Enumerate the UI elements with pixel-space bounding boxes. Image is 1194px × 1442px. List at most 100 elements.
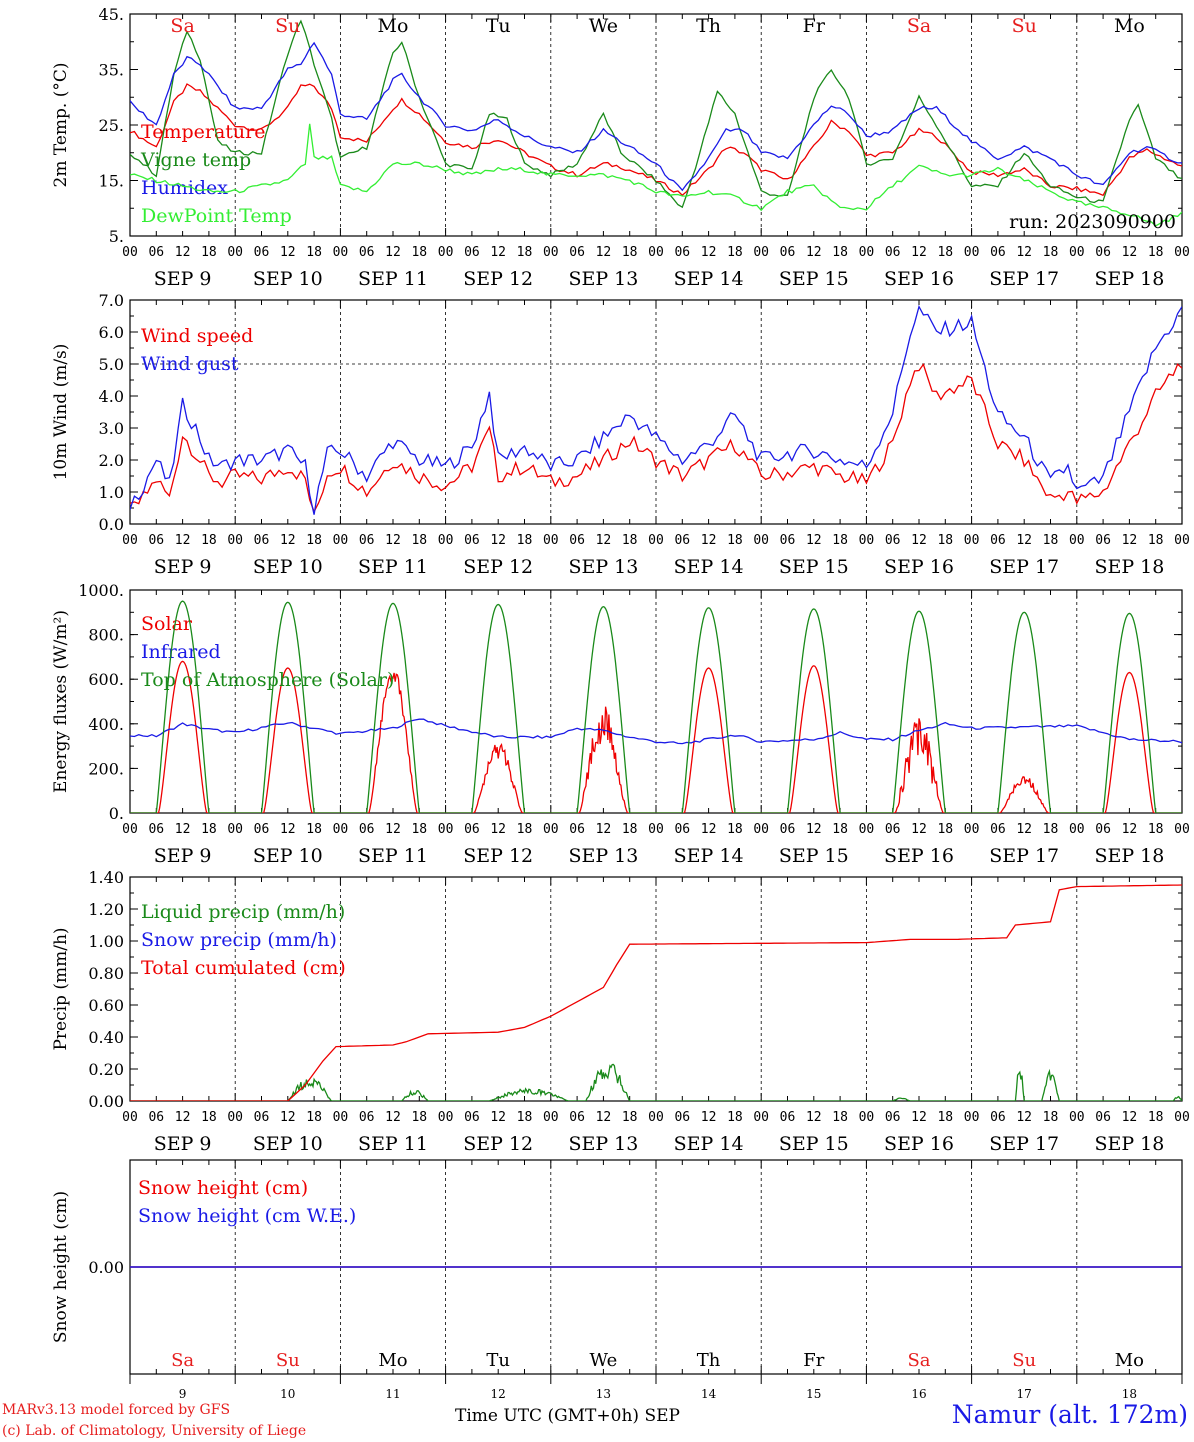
y-tick-label: 3.0 xyxy=(99,419,124,438)
x-tick-label: 18 xyxy=(411,1110,427,1125)
date-label: SEP 11 xyxy=(358,845,428,867)
x-tick-label: 12 xyxy=(911,822,927,837)
x-tick-label: 00 xyxy=(964,1110,980,1125)
weekday-label: Fr xyxy=(803,15,826,37)
chart-panel-5: 0.00 Snow height (cm) Snow height (cm) Snow… xyxy=(51,1159,1183,1375)
date-label: SEP 13 xyxy=(568,556,638,578)
x-tick-label: 00 xyxy=(333,1110,349,1125)
y-tick-label: 0.00 xyxy=(88,1258,124,1277)
legend-label: Solar xyxy=(141,613,193,635)
x-tick-label: 06 xyxy=(254,245,270,260)
date-label: SEP 12 xyxy=(463,268,533,290)
bottom-weekday-label: We xyxy=(590,1350,618,1371)
y-tick-label: 1.20 xyxy=(88,900,124,919)
date-label: SEP 12 xyxy=(463,556,533,578)
bottom-weekday-label: Mo xyxy=(378,1350,407,1371)
date-label: SEP 12 xyxy=(463,845,533,867)
x-tick-label: 06 xyxy=(674,533,690,548)
x-tick-label: 12 xyxy=(175,1110,191,1125)
x-tick-label: 18 xyxy=(622,1110,638,1125)
x-tick-label: 18 xyxy=(727,1110,743,1125)
bottom-weekday-label: Su xyxy=(1012,1350,1036,1371)
legend-label: Snow precip (mm/h) xyxy=(141,929,337,951)
x-tick-label: 18 xyxy=(1043,533,1059,548)
date-label: SEP 13 xyxy=(568,845,638,867)
x-tick-label: 18 xyxy=(727,822,743,837)
legend-label: Vigne temp xyxy=(140,149,251,171)
y-tick-label: 0.00 xyxy=(88,1092,124,1111)
x-tick-label: 12 xyxy=(806,245,822,260)
x-tick-label: 00 xyxy=(227,1110,243,1125)
date-label: SEP 18 xyxy=(1094,268,1164,290)
bottom-day-number: 9 xyxy=(179,1387,187,1401)
y-tick-label: 400. xyxy=(88,715,124,734)
x-tick-label: 12 xyxy=(701,533,717,548)
weekday-label: Su xyxy=(1012,15,1037,37)
x-tick-label: 06 xyxy=(1095,822,1111,837)
x-tick-label: 06 xyxy=(254,822,270,837)
date-label: SEP 15 xyxy=(779,845,849,867)
date-label: SEP 14 xyxy=(674,556,744,578)
weekday-label: Tu xyxy=(486,15,511,37)
x-tick-label: 12 xyxy=(701,822,717,837)
x-tick-label: 06 xyxy=(885,1110,901,1125)
y-tick-label: 0.20 xyxy=(88,1060,124,1079)
x-tick-label: 18 xyxy=(727,245,743,260)
y-tick-label: 25. xyxy=(99,116,124,135)
x-tick-label: 06 xyxy=(1095,533,1111,548)
x-tick-label: 12 xyxy=(490,245,506,260)
x-tick-label: 18 xyxy=(1148,1110,1164,1125)
x-tick-label: 00 xyxy=(333,245,349,260)
legend-label: Top of Atmosphere (Solar) xyxy=(141,669,394,691)
bottom-day-number: 16 xyxy=(911,1387,926,1401)
bottom-weekday-label: Sa xyxy=(907,1350,930,1371)
x-tick-label: 00 xyxy=(859,245,875,260)
x-tick-label: 06 xyxy=(359,1110,375,1125)
x-tick-label: 06 xyxy=(1095,1110,1111,1125)
y-tick-label: 800. xyxy=(88,626,124,645)
x-tick-label: 06 xyxy=(148,822,164,837)
x-tick-label: 06 xyxy=(359,245,375,260)
x-tick-label: 00 xyxy=(122,245,138,260)
x-tick-label: 00 xyxy=(122,533,138,548)
date-label: SEP 10 xyxy=(253,845,323,867)
x-tick-label: 18 xyxy=(832,822,848,837)
x-tick-label: 12 xyxy=(701,245,717,260)
weekday-label: Su xyxy=(275,15,300,37)
x-tick-label: 06 xyxy=(464,1110,480,1125)
series-line xyxy=(130,19,1182,209)
date-label: SEP 18 xyxy=(1094,845,1164,867)
x-tick-label: 06 xyxy=(569,245,585,260)
x-tick-label: 00 xyxy=(1069,1110,1085,1125)
run-label: run: 2023090900 xyxy=(1009,211,1176,233)
date-label: SEP 11 xyxy=(358,268,428,290)
x-tick-label: 06 xyxy=(780,1110,796,1125)
x-tick-label: 18 xyxy=(306,822,322,837)
x-tick-label: 18 xyxy=(622,245,638,260)
legend-label: Wind gust xyxy=(141,353,239,375)
y-tick-label: 0.0 xyxy=(99,515,124,534)
x-tick-label: 00 xyxy=(227,245,243,260)
date-label: SEP 11 xyxy=(358,1133,428,1155)
x-tick-label: 12 xyxy=(1016,245,1032,260)
x-tick-label: 00 xyxy=(122,822,138,837)
x-tick-label: 06 xyxy=(148,1110,164,1125)
y-tick-label: 1.00 xyxy=(88,932,124,951)
x-tick-label: 06 xyxy=(464,245,480,260)
x-tick-label: 06 xyxy=(990,822,1006,837)
weekday-label: Mo xyxy=(1114,15,1145,37)
x-tick-label: 06 xyxy=(254,533,270,548)
x-tick-label: 18 xyxy=(622,533,638,548)
y-axis-label: Energy fluxes (W/m²) xyxy=(51,610,71,793)
series-line xyxy=(130,884,1182,1101)
bottom-weekday-label: Su xyxy=(276,1350,300,1371)
date-label: SEP 18 xyxy=(1094,556,1164,578)
bottom-weekday-label: Tu xyxy=(486,1350,510,1371)
x-tick-label: 12 xyxy=(911,1110,927,1125)
credits-block: MARv3.13 model forced by GFS (c) Lab. of… xyxy=(2,1400,306,1442)
x-tick-label: 06 xyxy=(885,245,901,260)
legend-label: Total cumulated (cm) xyxy=(141,957,346,979)
y-axis-label: 2m Temp. (°C) xyxy=(51,62,71,187)
x-tick-label: 00 xyxy=(333,822,349,837)
x-tick-label: 12 xyxy=(806,1110,822,1125)
